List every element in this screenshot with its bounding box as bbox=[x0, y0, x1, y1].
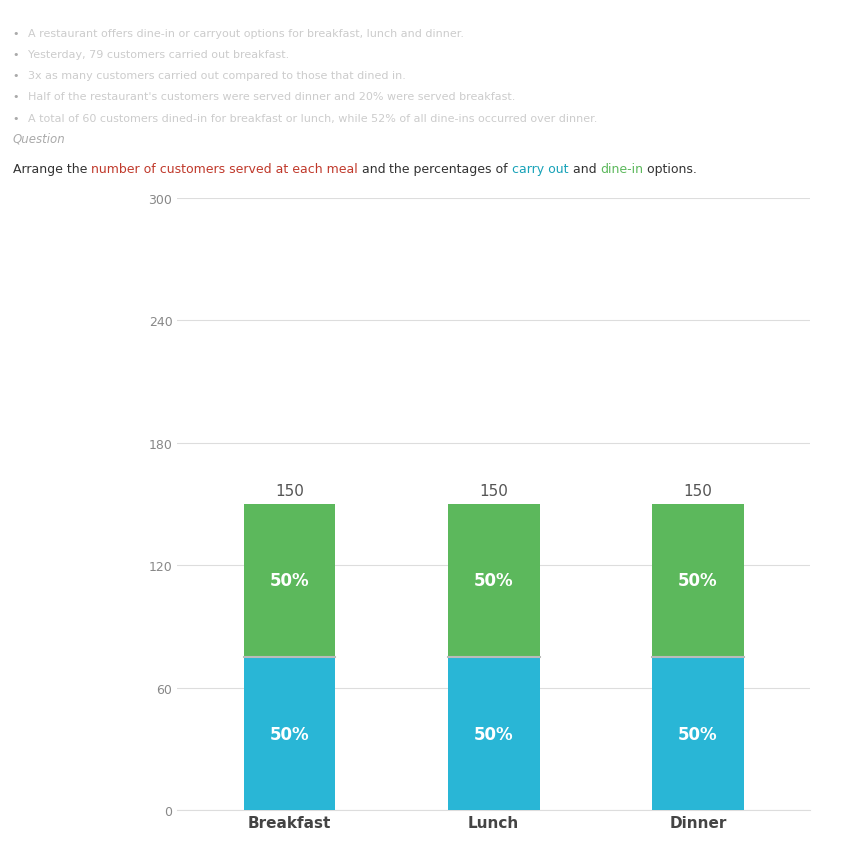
Text: options.: options. bbox=[643, 163, 697, 176]
Text: Question: Question bbox=[13, 133, 66, 145]
Text: 150: 150 bbox=[275, 483, 304, 498]
Text: 50%: 50% bbox=[270, 571, 310, 590]
Text: •: • bbox=[13, 29, 19, 39]
Bar bbox=[244, 504, 336, 657]
Text: 50%: 50% bbox=[678, 571, 717, 590]
Text: and: and bbox=[358, 163, 389, 176]
Text: •: • bbox=[13, 114, 19, 124]
Text: and: and bbox=[569, 163, 600, 176]
Text: Yesterday, 79 customers carried out breakfast.: Yesterday, 79 customers carried out brea… bbox=[28, 50, 289, 60]
Text: 50%: 50% bbox=[474, 571, 513, 590]
Text: dine-in: dine-in bbox=[600, 163, 643, 176]
Text: the percentages of: the percentages of bbox=[389, 163, 512, 176]
Text: carry out: carry out bbox=[512, 163, 569, 176]
Bar bbox=[652, 657, 744, 810]
Text: Half of the restaurant's customers were served dinner and 20% were served breakf: Half of the restaurant's customers were … bbox=[28, 91, 515, 101]
Text: A total of 60 customers dined-in for breakfast or lunch, while 52% of all dine-i: A total of 60 customers dined-in for bre… bbox=[28, 114, 598, 124]
Text: 3x as many customers carried out compared to those that dined in.: 3x as many customers carried out compare… bbox=[28, 71, 406, 81]
Bar bbox=[448, 504, 539, 657]
Text: Restaurant Customers: Restaurant Customers bbox=[13, 7, 180, 19]
Text: Arrange the: Arrange the bbox=[13, 163, 91, 176]
Text: 150: 150 bbox=[479, 483, 508, 498]
Bar bbox=[448, 657, 539, 810]
Text: •: • bbox=[13, 71, 19, 81]
Bar bbox=[652, 504, 744, 657]
Text: 50%: 50% bbox=[474, 725, 513, 743]
Text: 150: 150 bbox=[684, 483, 712, 498]
Text: A restaurant offers dine-in or carryout options for breakfast, lunch and dinner.: A restaurant offers dine-in or carryout … bbox=[28, 29, 464, 39]
Bar bbox=[244, 657, 336, 810]
Text: •: • bbox=[13, 91, 19, 101]
Text: 50%: 50% bbox=[270, 725, 310, 743]
Text: 50%: 50% bbox=[678, 725, 717, 743]
Text: number of customers served at each meal: number of customers served at each meal bbox=[91, 163, 358, 176]
Text: •: • bbox=[13, 50, 19, 60]
